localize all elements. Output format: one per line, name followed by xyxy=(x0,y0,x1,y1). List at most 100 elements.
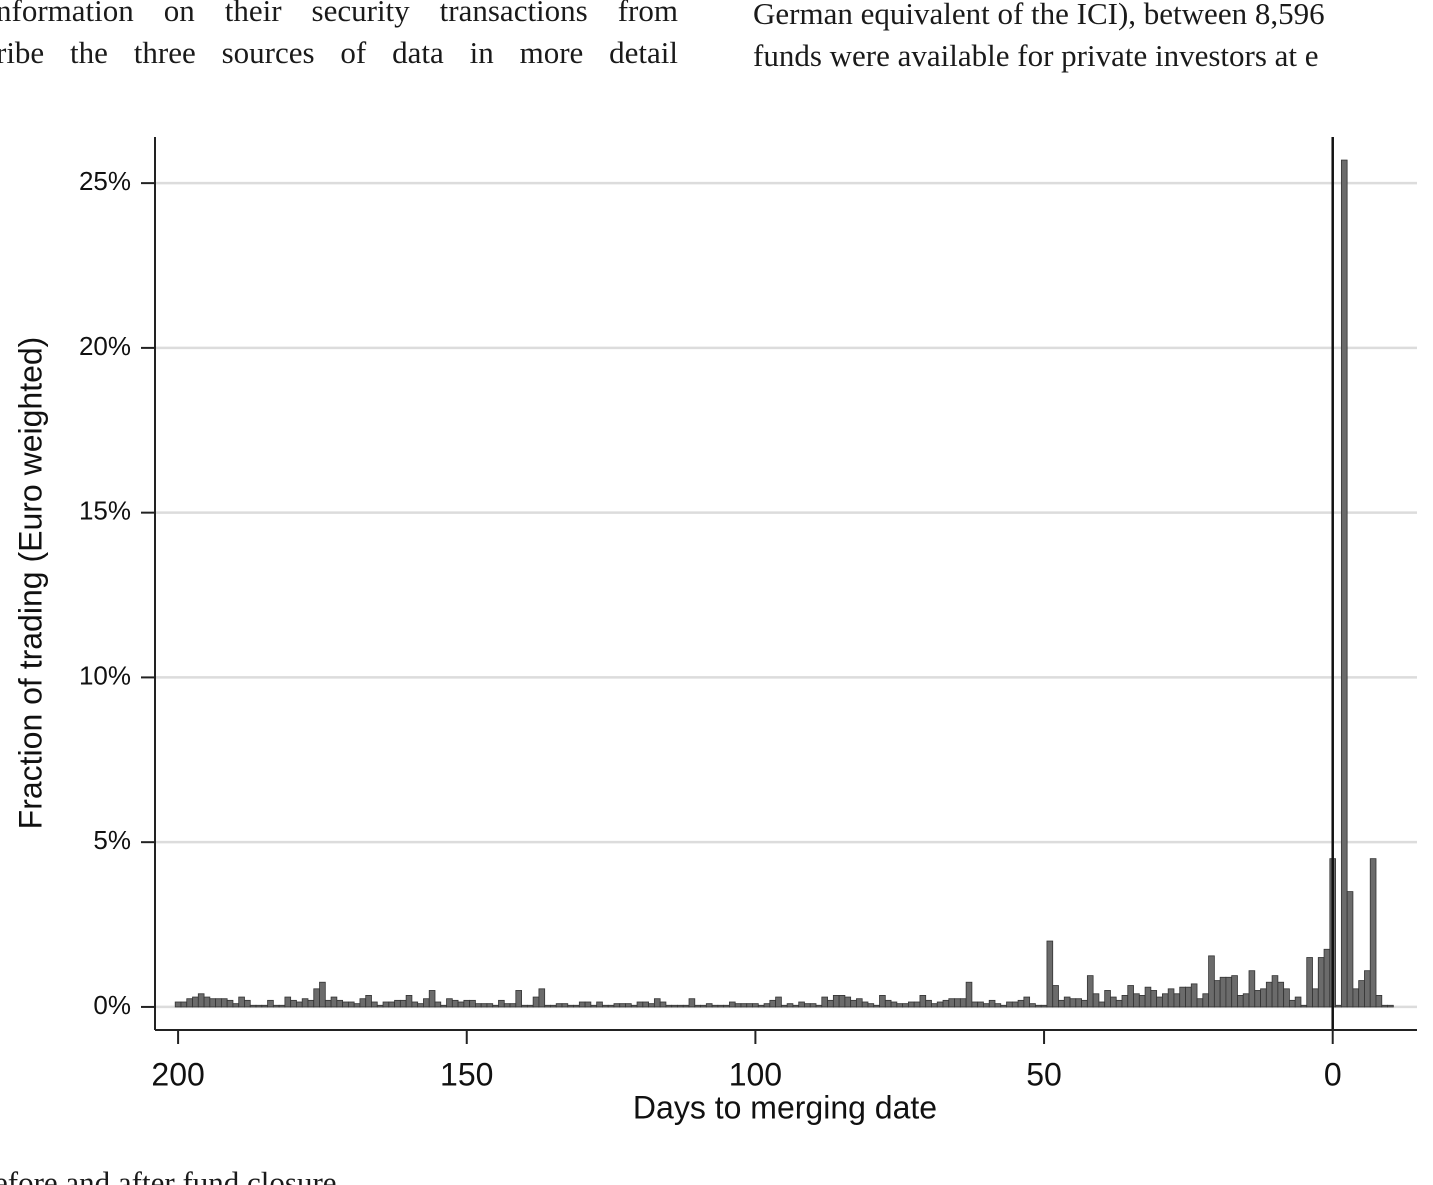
bar xyxy=(238,996,245,1008)
bar xyxy=(555,1003,563,1008)
bar xyxy=(607,1004,615,1008)
bar xyxy=(1202,993,1209,1008)
bar xyxy=(907,1001,915,1008)
bar xyxy=(578,1001,586,1008)
bar xyxy=(261,1004,268,1008)
bar xyxy=(1300,1004,1308,1008)
bar xyxy=(365,995,372,1008)
bar xyxy=(1277,981,1285,1008)
bar xyxy=(1011,1001,1019,1008)
bar xyxy=(873,1004,880,1008)
bar xyxy=(532,996,540,1008)
bar xyxy=(1208,955,1215,1008)
bar xyxy=(1162,993,1169,1008)
bar xyxy=(746,1003,753,1008)
bar xyxy=(931,1003,938,1008)
bar xyxy=(220,998,228,1008)
bar xyxy=(503,1003,511,1008)
bar xyxy=(1294,996,1302,1008)
bar xyxy=(1289,999,1296,1008)
bar xyxy=(405,995,413,1008)
bar xyxy=(1260,988,1267,1008)
bar xyxy=(197,993,205,1008)
x-tick-label: 50 xyxy=(1026,1056,1062,1092)
bar xyxy=(1237,995,1244,1008)
bar xyxy=(1017,999,1025,1008)
y-tick-label: 25% xyxy=(79,166,131,196)
bar xyxy=(423,998,430,1008)
x-axis-label: Days to merging date xyxy=(633,1089,937,1125)
bar xyxy=(630,1004,638,1008)
bar xyxy=(550,1004,557,1008)
bar xyxy=(313,988,320,1008)
bar xyxy=(1306,957,1313,1008)
bar xyxy=(463,999,471,1008)
bar xyxy=(596,1001,603,1008)
bar xyxy=(411,1001,419,1008)
bar xyxy=(1254,990,1261,1008)
bar xyxy=(417,1003,424,1008)
bar xyxy=(475,1003,482,1008)
bar xyxy=(590,1004,598,1008)
bar xyxy=(832,995,840,1008)
bar xyxy=(1058,999,1065,1008)
bar xyxy=(971,1001,979,1008)
bar xyxy=(757,1004,765,1008)
bar xyxy=(948,998,955,1008)
bar xyxy=(602,1004,609,1008)
bar xyxy=(913,1001,921,1008)
bar xyxy=(342,1001,349,1008)
bar xyxy=(457,1001,465,1008)
x-tick-label: 200 xyxy=(151,1056,204,1092)
bar xyxy=(821,996,828,1008)
bar xyxy=(1086,975,1094,1008)
bar xyxy=(492,1004,499,1008)
bar xyxy=(486,1003,494,1008)
bar xyxy=(1283,988,1290,1008)
text-line: ribe the three sources of data in more d… xyxy=(0,35,678,70)
bar xyxy=(544,1004,551,1008)
bar xyxy=(573,1004,580,1008)
bar xyxy=(1179,986,1186,1008)
bar xyxy=(988,999,996,1008)
bar xyxy=(636,1001,644,1008)
bar xyxy=(209,998,217,1008)
bar xyxy=(792,1004,800,1008)
bar xyxy=(717,1004,725,1008)
bar xyxy=(1317,957,1325,1008)
bar xyxy=(1387,1004,1394,1008)
bar xyxy=(804,1003,811,1008)
bar xyxy=(382,1001,390,1008)
y-tick-label: 0% xyxy=(93,990,131,1020)
bar xyxy=(1133,993,1140,1008)
bar xyxy=(1242,993,1250,1008)
bar xyxy=(376,1004,384,1008)
bar xyxy=(780,1004,788,1008)
bar xyxy=(394,999,401,1008)
bar xyxy=(451,999,459,1008)
bar xyxy=(1092,993,1100,1008)
x-tick-label: 150 xyxy=(440,1056,493,1092)
bar xyxy=(659,1001,667,1008)
bar xyxy=(867,1003,875,1008)
bar xyxy=(642,1001,650,1008)
bar xyxy=(319,981,326,1008)
bar xyxy=(399,999,407,1008)
bar xyxy=(919,995,927,1008)
bar xyxy=(521,1004,528,1008)
bar xyxy=(942,999,950,1008)
bar xyxy=(330,996,338,1008)
bar xyxy=(446,998,453,1008)
bar xyxy=(215,998,222,1008)
bar xyxy=(775,996,782,1008)
bar xyxy=(1323,948,1331,1008)
bar xyxy=(723,1004,730,1008)
bar xyxy=(267,999,274,1008)
bar xyxy=(232,1003,240,1008)
bar xyxy=(752,1003,759,1008)
bar xyxy=(625,1003,632,1008)
bar xyxy=(1156,996,1163,1008)
bar xyxy=(1144,986,1152,1008)
